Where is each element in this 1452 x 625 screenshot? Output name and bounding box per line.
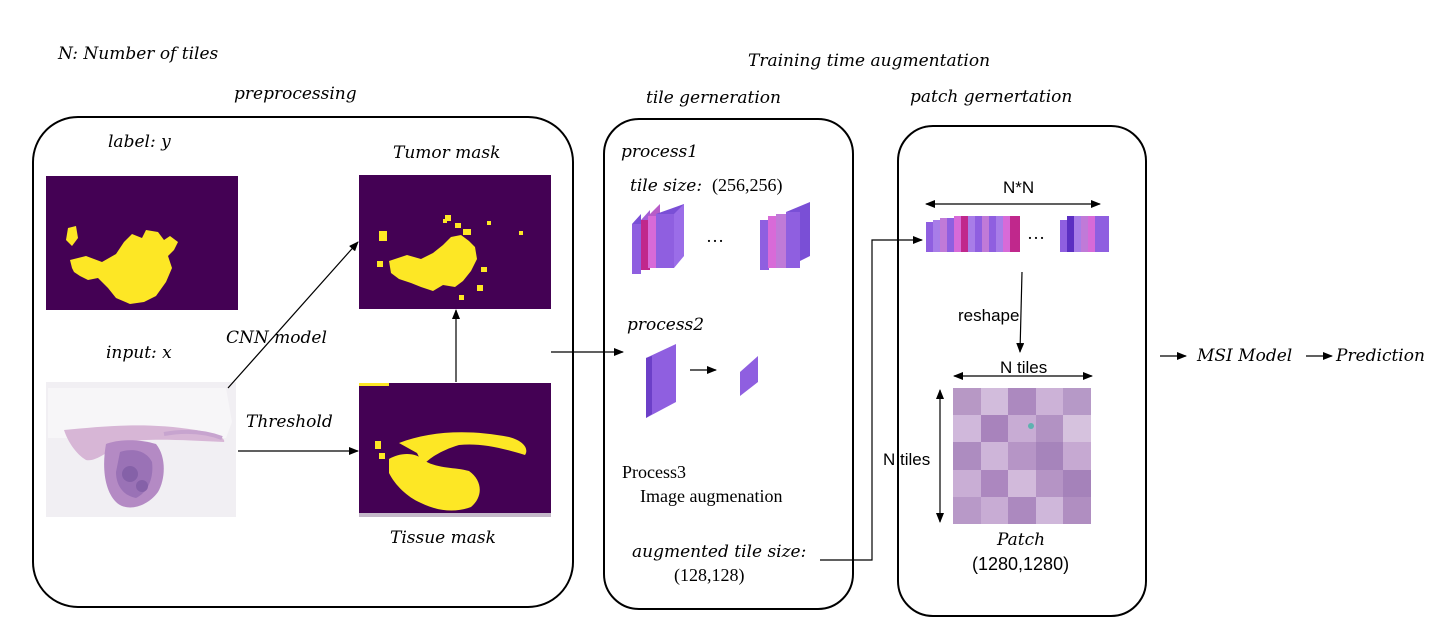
- tile-stack-2: [760, 202, 810, 270]
- n-tiles-vertical: N tiles: [883, 450, 931, 469]
- process2-tiles: [646, 344, 758, 418]
- threshold-label: Threshold: [246, 412, 333, 432]
- patch-generation-title: patch gernertation: [910, 87, 1073, 107]
- label-mask-image: [46, 176, 238, 310]
- tile-stack-1: [632, 204, 684, 274]
- aug-tile-size-value: (128,128): [674, 565, 745, 585]
- aug-tile-size-label: augmented tile size:: [632, 542, 807, 562]
- tile-ellipsis: …: [706, 226, 724, 246]
- tissue-mask-title: Tissue mask: [390, 528, 496, 548]
- nxn-label: N*N: [1003, 178, 1035, 197]
- training-aug-title: Training time augmentation: [748, 51, 991, 71]
- tile-size-value: (256,256): [712, 175, 783, 195]
- tissue-mask-image: [359, 383, 551, 517]
- cnn-arrow: [227, 241, 359, 389]
- process2-label: process2: [627, 315, 705, 335]
- aug-to-patch-connector: [820, 236, 923, 561]
- input-x-text: input: x: [106, 343, 172, 363]
- msi-model-label: MSI Model: [1197, 346, 1293, 366]
- tile-generation-box: [603, 118, 854, 610]
- process3-label: Process3: [622, 462, 686, 482]
- image-aug-label: Image augmenation: [640, 486, 783, 506]
- nxn-tiles: [926, 216, 1109, 252]
- tile-size-label: tile size:: [630, 176, 703, 196]
- process1-label: process1: [621, 142, 699, 162]
- patch-generation-box: [897, 125, 1147, 617]
- patch-label: Patch: [997, 530, 1046, 550]
- reshape-arrow: [1016, 271, 1025, 353]
- tile-generation-title: tile gerneration: [646, 88, 781, 108]
- input-slide-image: [46, 382, 236, 517]
- patch-image: [953, 388, 1091, 524]
- reshape-label: reshape: [958, 306, 1020, 325]
- preprocessing-box: [32, 116, 574, 608]
- legend-note: N: Number of tiles: [58, 44, 219, 64]
- preprocessing-title: preprocessing: [234, 84, 357, 104]
- tumor-mask-title: Tumor mask: [393, 143, 501, 163]
- tumor-mask-image: [359, 175, 551, 309]
- cnn-model-label: CNN model: [226, 328, 327, 348]
- patch-ellipsis: …: [1027, 223, 1045, 243]
- patch-size-value: (1280,1280): [972, 554, 1070, 574]
- label-y-text: label: y: [108, 132, 171, 152]
- prediction-label: Prediction: [1336, 346, 1425, 366]
